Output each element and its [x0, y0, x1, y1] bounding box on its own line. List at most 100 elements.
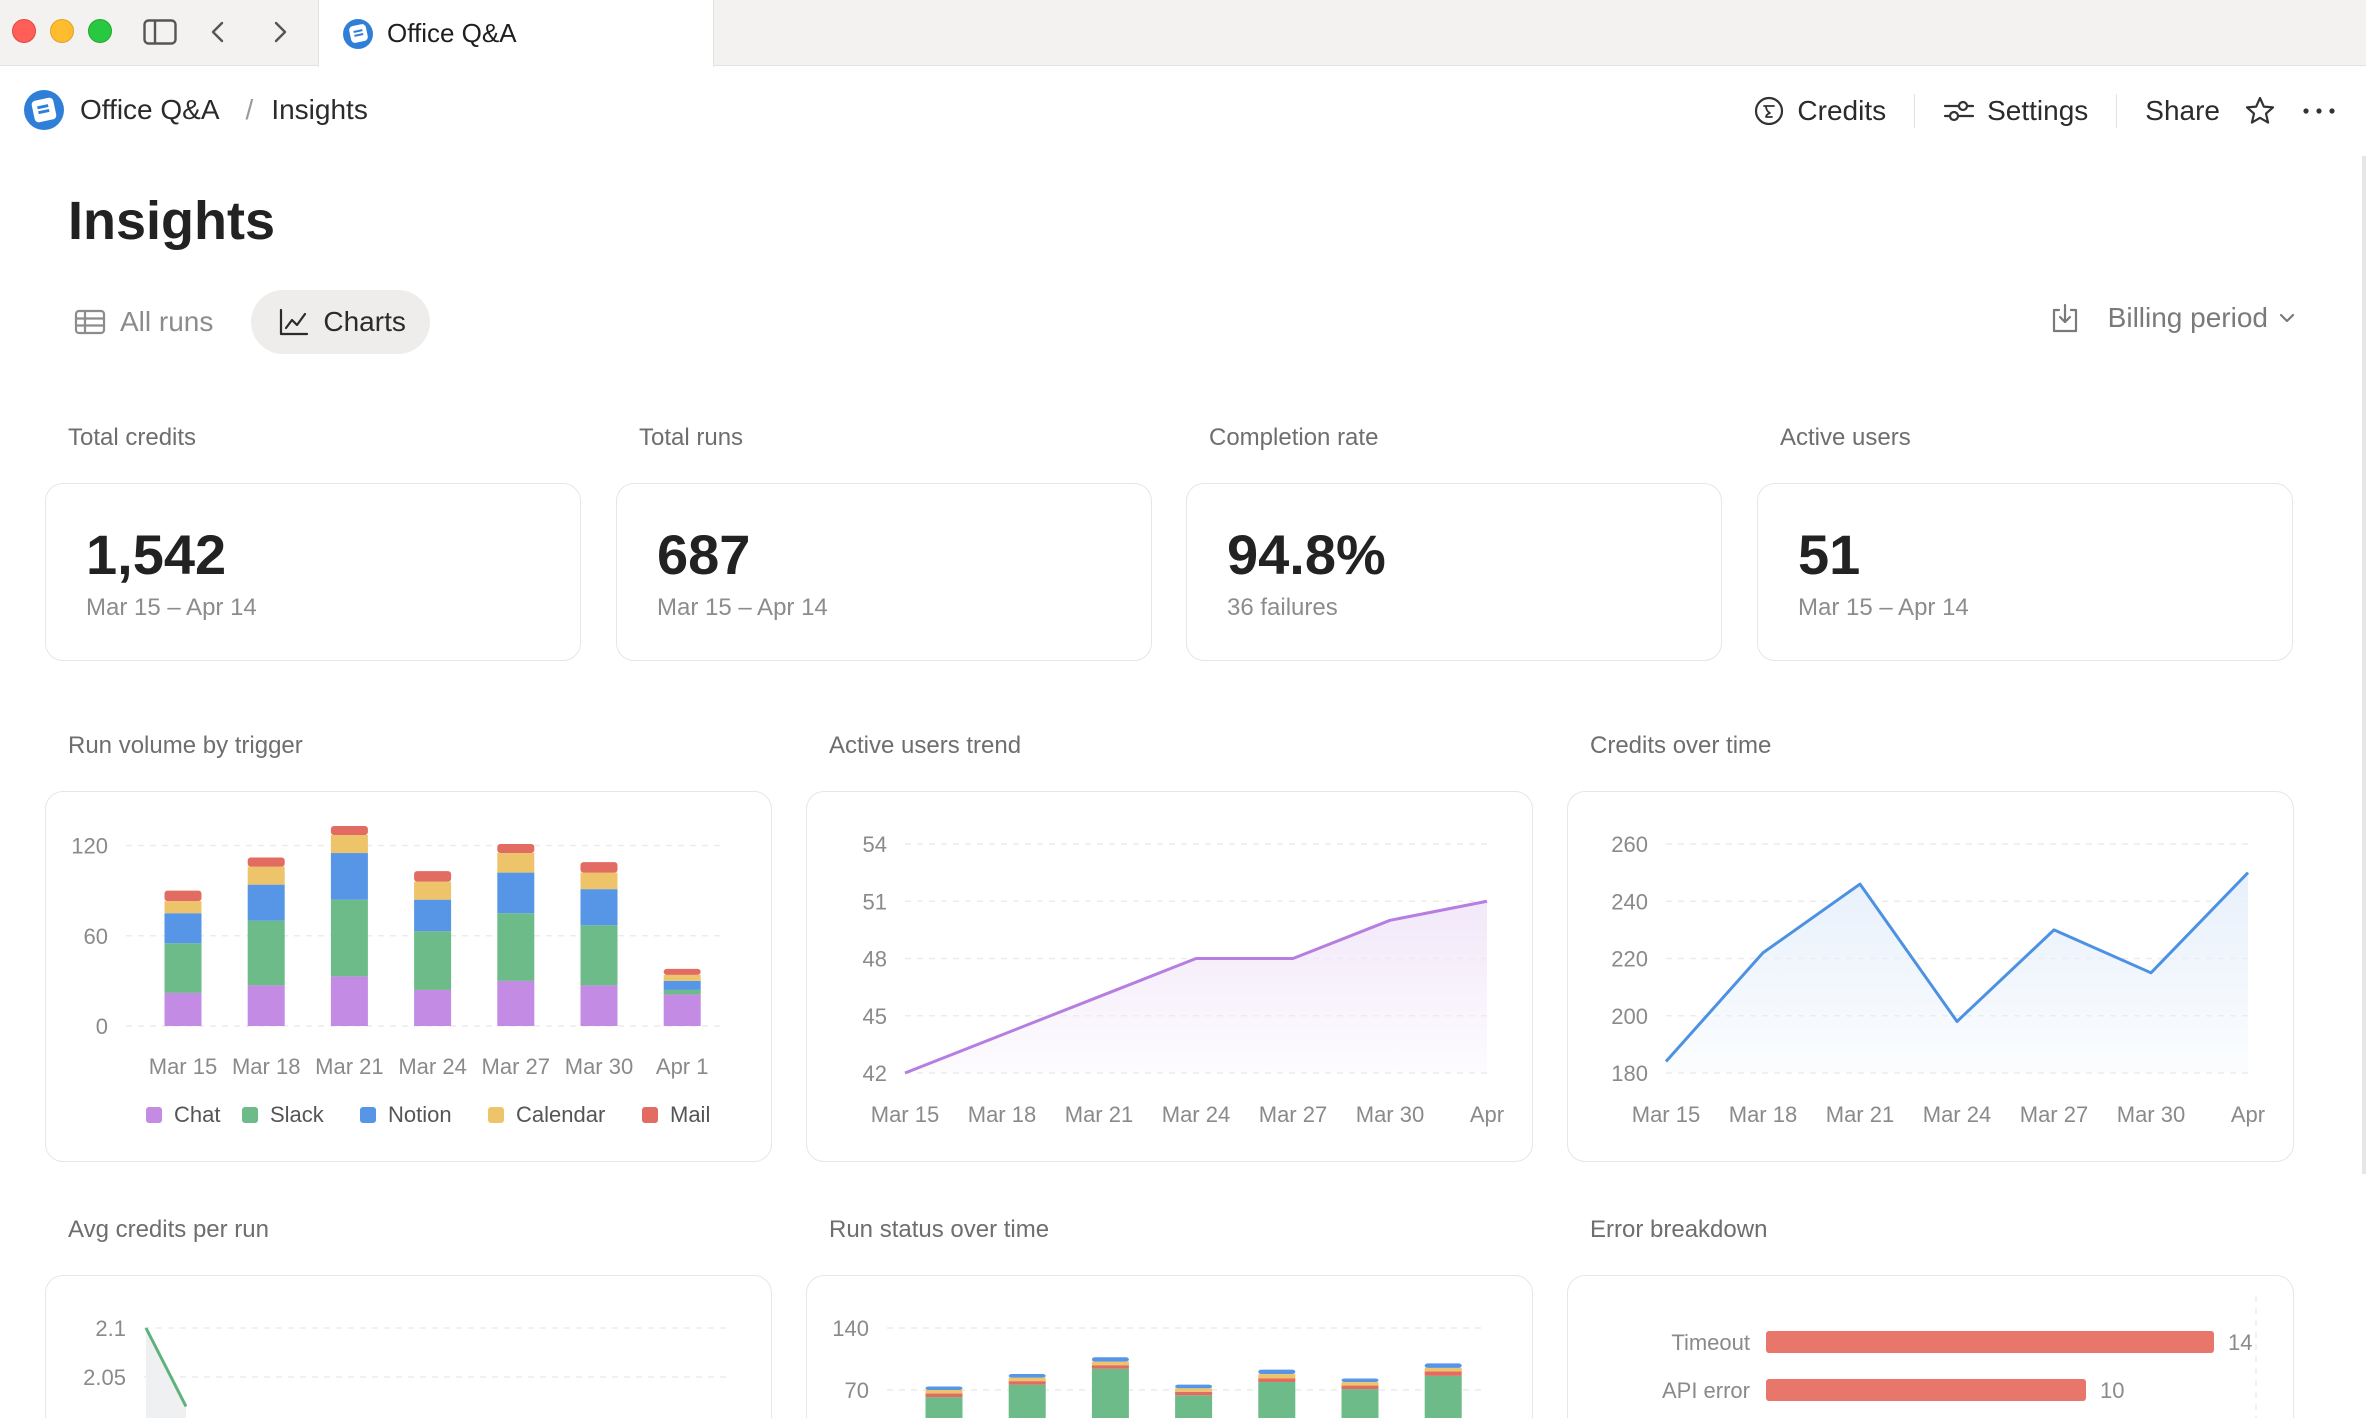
favorite-button[interactable]: [2234, 88, 2286, 134]
bar-segment: [164, 890, 202, 902]
billing-period-filter[interactable]: Billing period: [2050, 302, 2296, 334]
active-users-chart-card: 42 45 48 51 54 Mar 15 Mar 18 Mar 21 Mar 24 Mar 27…: [806, 791, 1533, 1162]
chevron-down-icon: [2279, 313, 2295, 323]
download-icon: [2052, 303, 2077, 333]
view-tabs: All runs Charts: [68, 290, 430, 354]
x-tick-label: Mar 24: [398, 1054, 466, 1079]
bar-segment: [497, 844, 535, 854]
bar-segment: [580, 889, 618, 926]
more-options-button[interactable]: [2286, 88, 2342, 134]
error-value-label: 14: [2228, 1330, 2252, 1355]
close-window-button[interactable]: [12, 19, 36, 43]
y-tick-label: 0: [96, 1014, 108, 1039]
bar-segment: [330, 825, 368, 835]
chart-label-run-volume: Run volume by trigger: [68, 732, 303, 759]
scrollbar-track[interactable]: [2362, 156, 2366, 1174]
bar-segment: [1091, 1361, 1129, 1366]
error-category-label: API error: [1662, 1378, 1750, 1403]
run-status-chart: 70 140: [832, 1316, 1487, 1418]
series-area: [1666, 872, 2248, 1073]
settings-button[interactable]: Settings: [1929, 88, 2102, 134]
sidebar-toggle-button[interactable]: [142, 14, 178, 50]
bar-segment: [580, 925, 618, 986]
credits-chart: 180 200 220 240 260 Mar 15 Mar 18 Mar 21 Mar 24 M…: [1611, 832, 2265, 1127]
x-tick-label: Mar 21: [1826, 1102, 1894, 1127]
bar-segment: [663, 968, 701, 975]
settings-label: Settings: [1987, 95, 2089, 126]
legend-swatch: [488, 1107, 504, 1123]
x-tick-label: Mar 27: [1259, 1102, 1327, 1127]
breadcrumb-app[interactable]: Office Q&A: [80, 94, 220, 125]
x-tick-label: Mar 30: [1356, 1102, 1424, 1127]
chevron-right-icon: [274, 21, 287, 43]
kpi-card-completion-rate: 94.8% 36 failures: [1186, 483, 1722, 661]
bar-segment: [1091, 1357, 1129, 1362]
x-tick-label: Apr: [1470, 1102, 1504, 1127]
kpi-label-completion-rate: Completion rate: [1209, 424, 1379, 451]
forward-button[interactable]: [262, 14, 298, 50]
x-tick-label: Mar 21: [315, 1054, 383, 1079]
y-tick-label: 260: [1611, 832, 1648, 857]
bar-segment: [1424, 1371, 1462, 1376]
bar-segment: [663, 980, 701, 990]
credits-label: Credits: [1797, 95, 1887, 126]
bar-segment: [1175, 1391, 1213, 1396]
bar-segment: [330, 853, 368, 900]
bar-segment: [247, 985, 285, 1026]
credits-coin-icon: [1755, 96, 1784, 126]
y-tick-label: 48: [863, 947, 887, 972]
top-nav: Office Q&A / Insights Credits Settings S…: [0, 66, 2366, 156]
bar-segment: [497, 872, 535, 914]
credits-chart-card: 180 200 220 240 260 Mar 15 Mar 18 Mar 21 Mar 24 M…: [1567, 791, 2294, 1162]
bar-segment: [497, 980, 535, 1026]
run-volume-chart: 0 60 120 Mar 15 Mar 18 Mar 21 Mar 24 Mar 27 Mar …: [71, 825, 726, 1127]
chart-label-errors: Error breakdown: [1590, 1216, 1768, 1243]
bar-segment: [330, 976, 368, 1026]
app-logo-icon: [343, 18, 373, 49]
x-tick-label: Mar 15: [1632, 1102, 1700, 1127]
browser-tab[interactable]: Office Q&A: [318, 0, 714, 67]
breadcrumb-page[interactable]: Insights: [271, 94, 368, 125]
series-area: [905, 901, 1487, 1073]
bar-segment: [663, 994, 701, 1026]
bar-segment: [580, 872, 618, 890]
active-users-chart: 42 45 48 51 54 Mar 15 Mar 18 Mar 21 Mar 24 Mar 27…: [863, 832, 1505, 1127]
tab-all-runs[interactable]: All runs: [68, 290, 237, 354]
bar-segment: [1424, 1363, 1462, 1368]
bar-segment: [414, 989, 452, 1026]
bar-segment: [1008, 1384, 1046, 1418]
bar-segment: [1258, 1369, 1296, 1375]
bar-segment: [247, 857, 285, 867]
error-bar: [1766, 1379, 2086, 1401]
y-tick-label: 120: [71, 834, 108, 859]
share-button[interactable]: Share: [2131, 88, 2234, 134]
zoom-window-button[interactable]: [88, 19, 112, 43]
bar-segment: [663, 989, 701, 995]
legend-label: Slack: [270, 1102, 325, 1127]
bar-segment: [497, 913, 535, 981]
legend-swatch: [642, 1107, 658, 1123]
chart-label-credits: Credits over time: [1590, 732, 1772, 759]
x-tick-label: Mar 27: [482, 1054, 550, 1079]
bar-segment: [414, 931, 452, 990]
error-value-label: 10: [2100, 1378, 2124, 1403]
kpi-label-total-runs: Total runs: [639, 424, 744, 451]
bar-segment: [925, 1393, 963, 1398]
y-tick-label: 2.05: [83, 1365, 126, 1390]
y-tick-label: 54: [863, 832, 887, 857]
chart-label-active-users: Active users trend: [829, 732, 1022, 759]
minimize-window-button[interactable]: [50, 19, 74, 43]
avg-credits-chart: 2.05 2.1: [83, 1316, 726, 1418]
bar-segment: [330, 899, 368, 977]
y-tick-label: 180: [1611, 1061, 1648, 1086]
y-tick-label: 220: [1611, 947, 1648, 972]
bar-segment: [1091, 1368, 1129, 1418]
back-button[interactable]: [200, 14, 236, 50]
share-label: Share: [2145, 95, 2220, 126]
bar-segment: [164, 943, 202, 993]
credits-button[interactable]: Credits: [1739, 88, 1900, 134]
tab-charts[interactable]: Charts: [251, 290, 430, 354]
bar-segment: [580, 862, 618, 873]
tab-title: Office Q&A: [387, 18, 517, 48]
kpi-subtext: Mar 15 – Apr 14: [1798, 594, 1969, 621]
